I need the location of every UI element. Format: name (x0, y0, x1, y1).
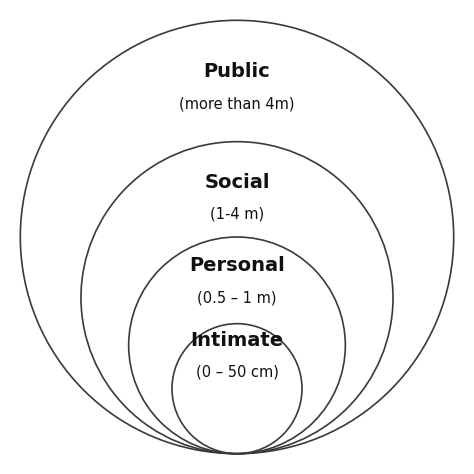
Text: (1-4 m): (1-4 m) (210, 207, 264, 222)
Text: (more than 4m): (more than 4m) (179, 96, 295, 111)
Text: Intimate: Intimate (191, 331, 283, 350)
Text: (0 – 50 cm): (0 – 50 cm) (196, 365, 278, 380)
Text: Public: Public (204, 62, 270, 81)
Text: Social: Social (204, 173, 270, 191)
Text: Personal: Personal (189, 256, 285, 275)
Text: (0.5 – 1 m): (0.5 – 1 m) (197, 290, 277, 305)
